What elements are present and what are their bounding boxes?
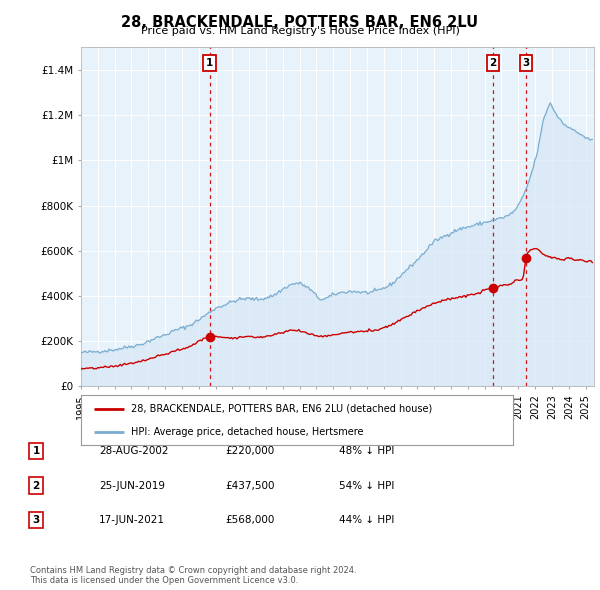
- Text: Contains HM Land Registry data © Crown copyright and database right 2024.
This d: Contains HM Land Registry data © Crown c…: [30, 566, 356, 585]
- Text: 3: 3: [32, 515, 40, 525]
- Text: 1: 1: [32, 447, 40, 456]
- Text: 3: 3: [523, 58, 530, 68]
- Text: 25-JUN-2019: 25-JUN-2019: [99, 481, 165, 490]
- Text: 48% ↓ HPI: 48% ↓ HPI: [339, 447, 394, 456]
- Text: 28, BRACKENDALE, POTTERS BAR, EN6 2LU (detached house): 28, BRACKENDALE, POTTERS BAR, EN6 2LU (d…: [131, 404, 432, 414]
- Text: 2: 2: [32, 481, 40, 490]
- Text: 28, BRACKENDALE, POTTERS BAR, EN6 2LU: 28, BRACKENDALE, POTTERS BAR, EN6 2LU: [121, 15, 479, 30]
- Text: £437,500: £437,500: [225, 481, 275, 490]
- Text: £568,000: £568,000: [225, 515, 274, 525]
- Text: 17-JUN-2021: 17-JUN-2021: [99, 515, 165, 525]
- Text: Price paid vs. HM Land Registry's House Price Index (HPI): Price paid vs. HM Land Registry's House …: [140, 26, 460, 36]
- Text: 28-AUG-2002: 28-AUG-2002: [99, 447, 169, 456]
- Text: 2: 2: [489, 58, 496, 68]
- Text: 54% ↓ HPI: 54% ↓ HPI: [339, 481, 394, 490]
- Text: 44% ↓ HPI: 44% ↓ HPI: [339, 515, 394, 525]
- Text: 1: 1: [206, 58, 213, 68]
- Text: £220,000: £220,000: [225, 447, 274, 456]
- Text: HPI: Average price, detached house, Hertsmere: HPI: Average price, detached house, Hert…: [131, 427, 363, 437]
